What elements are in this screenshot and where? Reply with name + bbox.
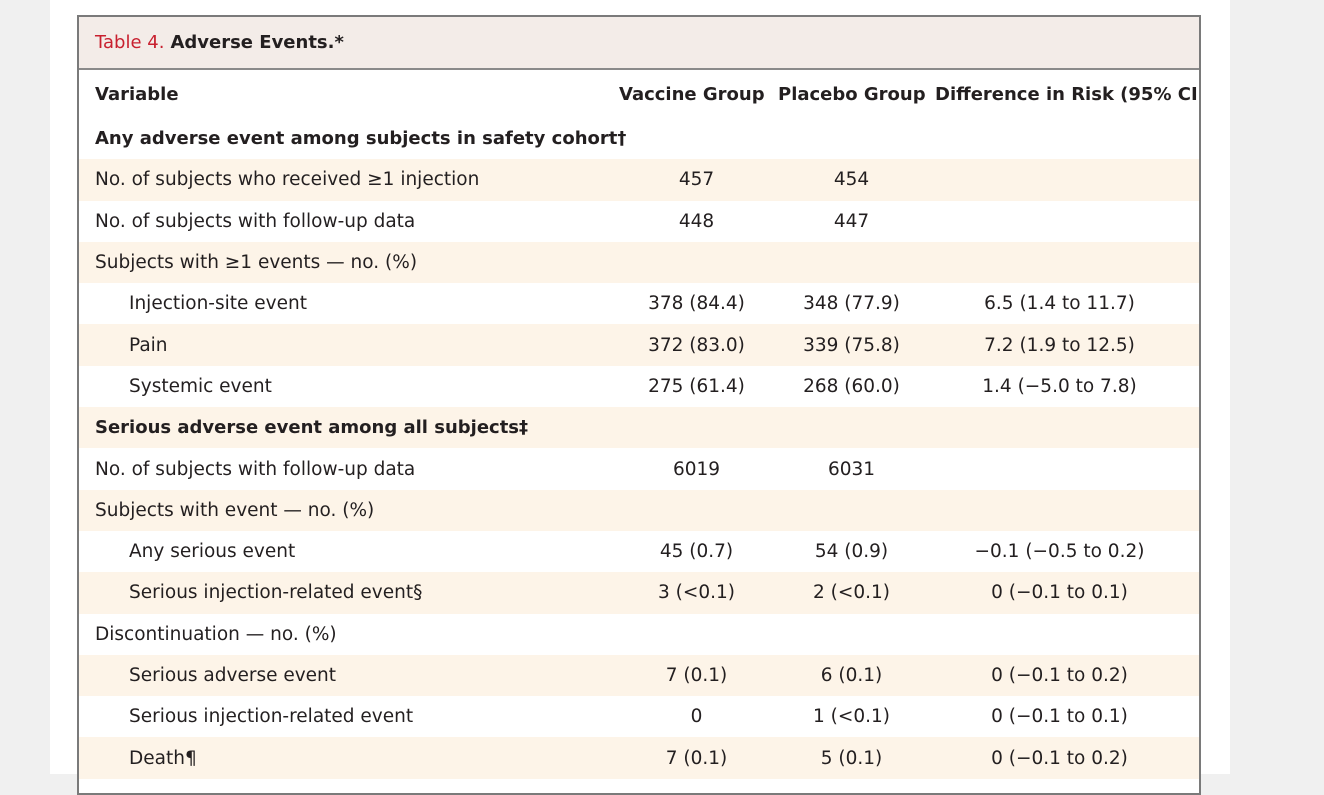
row-vaccine-value: 7 (0.1) bbox=[665, 665, 728, 686]
row-variable: Any serious event bbox=[129, 541, 296, 563]
row-variable: No. of subjects with follow-up data bbox=[95, 210, 416, 232]
row-difference-value: 0 (−0.1 to 0.2) bbox=[991, 747, 1128, 769]
row-placebo-value: 6 (0.1) bbox=[820, 665, 883, 686]
row-placebo-value: 5 (0.1) bbox=[820, 747, 883, 769]
row-placebo-value: 6031 bbox=[827, 458, 876, 480]
table-row: Any serious event 45 (0.7) 54 (0.9) −0.1… bbox=[79, 531, 1199, 572]
row-difference-value: 0 (−0.1 to 0.1) bbox=[991, 706, 1128, 728]
table-row: Serious injection-related event§ 3 (<0.1… bbox=[79, 572, 1199, 614]
row-vaccine-value: 6019 bbox=[672, 458, 721, 480]
table-row: No. of subjects with follow-up data 448 … bbox=[79, 201, 1199, 242]
row-placebo-value: 2 (<0.1) bbox=[812, 582, 890, 604]
row-placebo-value: 54 (0.9) bbox=[814, 541, 889, 563]
row-variable: Subjects with event — no. (%) bbox=[95, 499, 375, 521]
header-vaccine-group: Vaccine Group bbox=[619, 83, 765, 105]
table-row: Injection-site event 378 (84.4) 348 (77.… bbox=[79, 283, 1199, 324]
row-variable: Serious injection-related event§ bbox=[129, 582, 423, 604]
table-row: Discontinuation — no. (%) bbox=[79, 614, 1199, 655]
row-vaccine-value: 275 (61.4) bbox=[648, 375, 745, 397]
row-variable: Serious adverse event among all subjects… bbox=[95, 417, 529, 439]
adverse-events-table: Table 4. Adverse Events.* Variable Vacci… bbox=[77, 15, 1201, 795]
row-difference-value: 0 (−0.1 to 0.2) bbox=[991, 665, 1128, 686]
row-vaccine-value: 45 (0.7) bbox=[659, 541, 734, 563]
row-placebo-value: 339 (75.8) bbox=[803, 334, 900, 356]
header-variable: Variable bbox=[95, 83, 179, 105]
table-row: Subjects with event — no. (%) bbox=[79, 489, 1199, 531]
table-row: No. of subjects with follow-up data 6019… bbox=[79, 448, 1199, 489]
table-row: Systemic event 275 (61.4) 268 (60.0) 1.4… bbox=[79, 366, 1199, 407]
row-variable: Serious injection-related event bbox=[129, 706, 414, 728]
row-vaccine-value: 448 bbox=[678, 210, 715, 232]
table-row: No. of subjects who received ≥1 injectio… bbox=[79, 159, 1199, 201]
row-variable: No. of subjects with follow-up data bbox=[95, 458, 416, 480]
row-vaccine-value: 3 (<0.1) bbox=[657, 582, 735, 604]
header-placebo-group: Placebo Group bbox=[778, 83, 926, 105]
row-variable: Serious adverse event bbox=[129, 665, 337, 686]
section-row: Serious adverse event among all subjects… bbox=[79, 407, 1199, 449]
row-placebo-value: 454 bbox=[833, 169, 870, 191]
header-difference-in-risk: Difference in Risk (95% CI) bbox=[935, 83, 1201, 105]
table-label: Table 4. bbox=[95, 32, 165, 53]
row-variable: Injection-site event bbox=[129, 293, 307, 315]
row-variable: No. of subjects who received ≥1 injectio… bbox=[95, 169, 480, 191]
row-variable: Systemic event bbox=[129, 375, 272, 397]
row-placebo-value: 1 (<0.1) bbox=[812, 706, 890, 728]
row-vaccine-value: 372 (83.0) bbox=[648, 334, 745, 356]
row-vaccine-value: 0 bbox=[690, 706, 703, 728]
table-title-bar: Table 4. Adverse Events.* bbox=[79, 17, 1199, 70]
row-placebo-value: 447 bbox=[833, 210, 870, 232]
row-difference-value: 0 (−0.1 to 0.1) bbox=[991, 582, 1128, 604]
row-variable: Pain bbox=[129, 334, 168, 356]
section-row: Any adverse event among subjects in safe… bbox=[79, 118, 1199, 159]
table-row: Serious adverse event 7 (0.1) 6 (0.1) 0 … bbox=[79, 654, 1199, 697]
table-row: Pain 372 (83.0) 339 (75.8) 7.2 (1.9 to 1… bbox=[79, 324, 1199, 366]
row-placebo-value: 348 (77.9) bbox=[803, 293, 900, 315]
table-row: Death¶ 7 (0.1) 5 (0.1) 0 (−0.1 to 0.2) bbox=[79, 737, 1199, 779]
row-placebo-value: 268 (60.0) bbox=[803, 375, 900, 397]
table-row: Subjects with ≥1 events — no. (%) bbox=[79, 241, 1199, 284]
row-variable: Subjects with ≥1 events — no. (%) bbox=[95, 252, 418, 274]
row-variable: Discontinuation — no. (%) bbox=[95, 623, 337, 645]
table-body: Variable Vaccine Group Placebo Group Dif… bbox=[79, 70, 1199, 779]
row-difference-value: 6.5 (1.4 to 11.7) bbox=[984, 293, 1135, 315]
row-variable: Any adverse event among subjects in safe… bbox=[95, 128, 627, 150]
row-vaccine-value: 378 (84.4) bbox=[648, 293, 745, 315]
row-vaccine-value: 457 bbox=[678, 169, 715, 191]
row-difference-value: 1.4 (−5.0 to 7.8) bbox=[982, 375, 1137, 397]
table-header-row: Variable Vaccine Group Placebo Group Dif… bbox=[79, 70, 1199, 118]
table-title: Adverse Events.* bbox=[170, 32, 344, 53]
row-difference-value: −0.1 (−0.5 to 0.2) bbox=[974, 541, 1145, 563]
row-difference-value: 7.2 (1.9 to 12.5) bbox=[984, 334, 1135, 356]
row-variable: Death¶ bbox=[129, 747, 197, 769]
table-row: Serious injection-related event 0 1 (<0.… bbox=[79, 696, 1199, 737]
row-vaccine-value: 7 (0.1) bbox=[665, 747, 728, 769]
